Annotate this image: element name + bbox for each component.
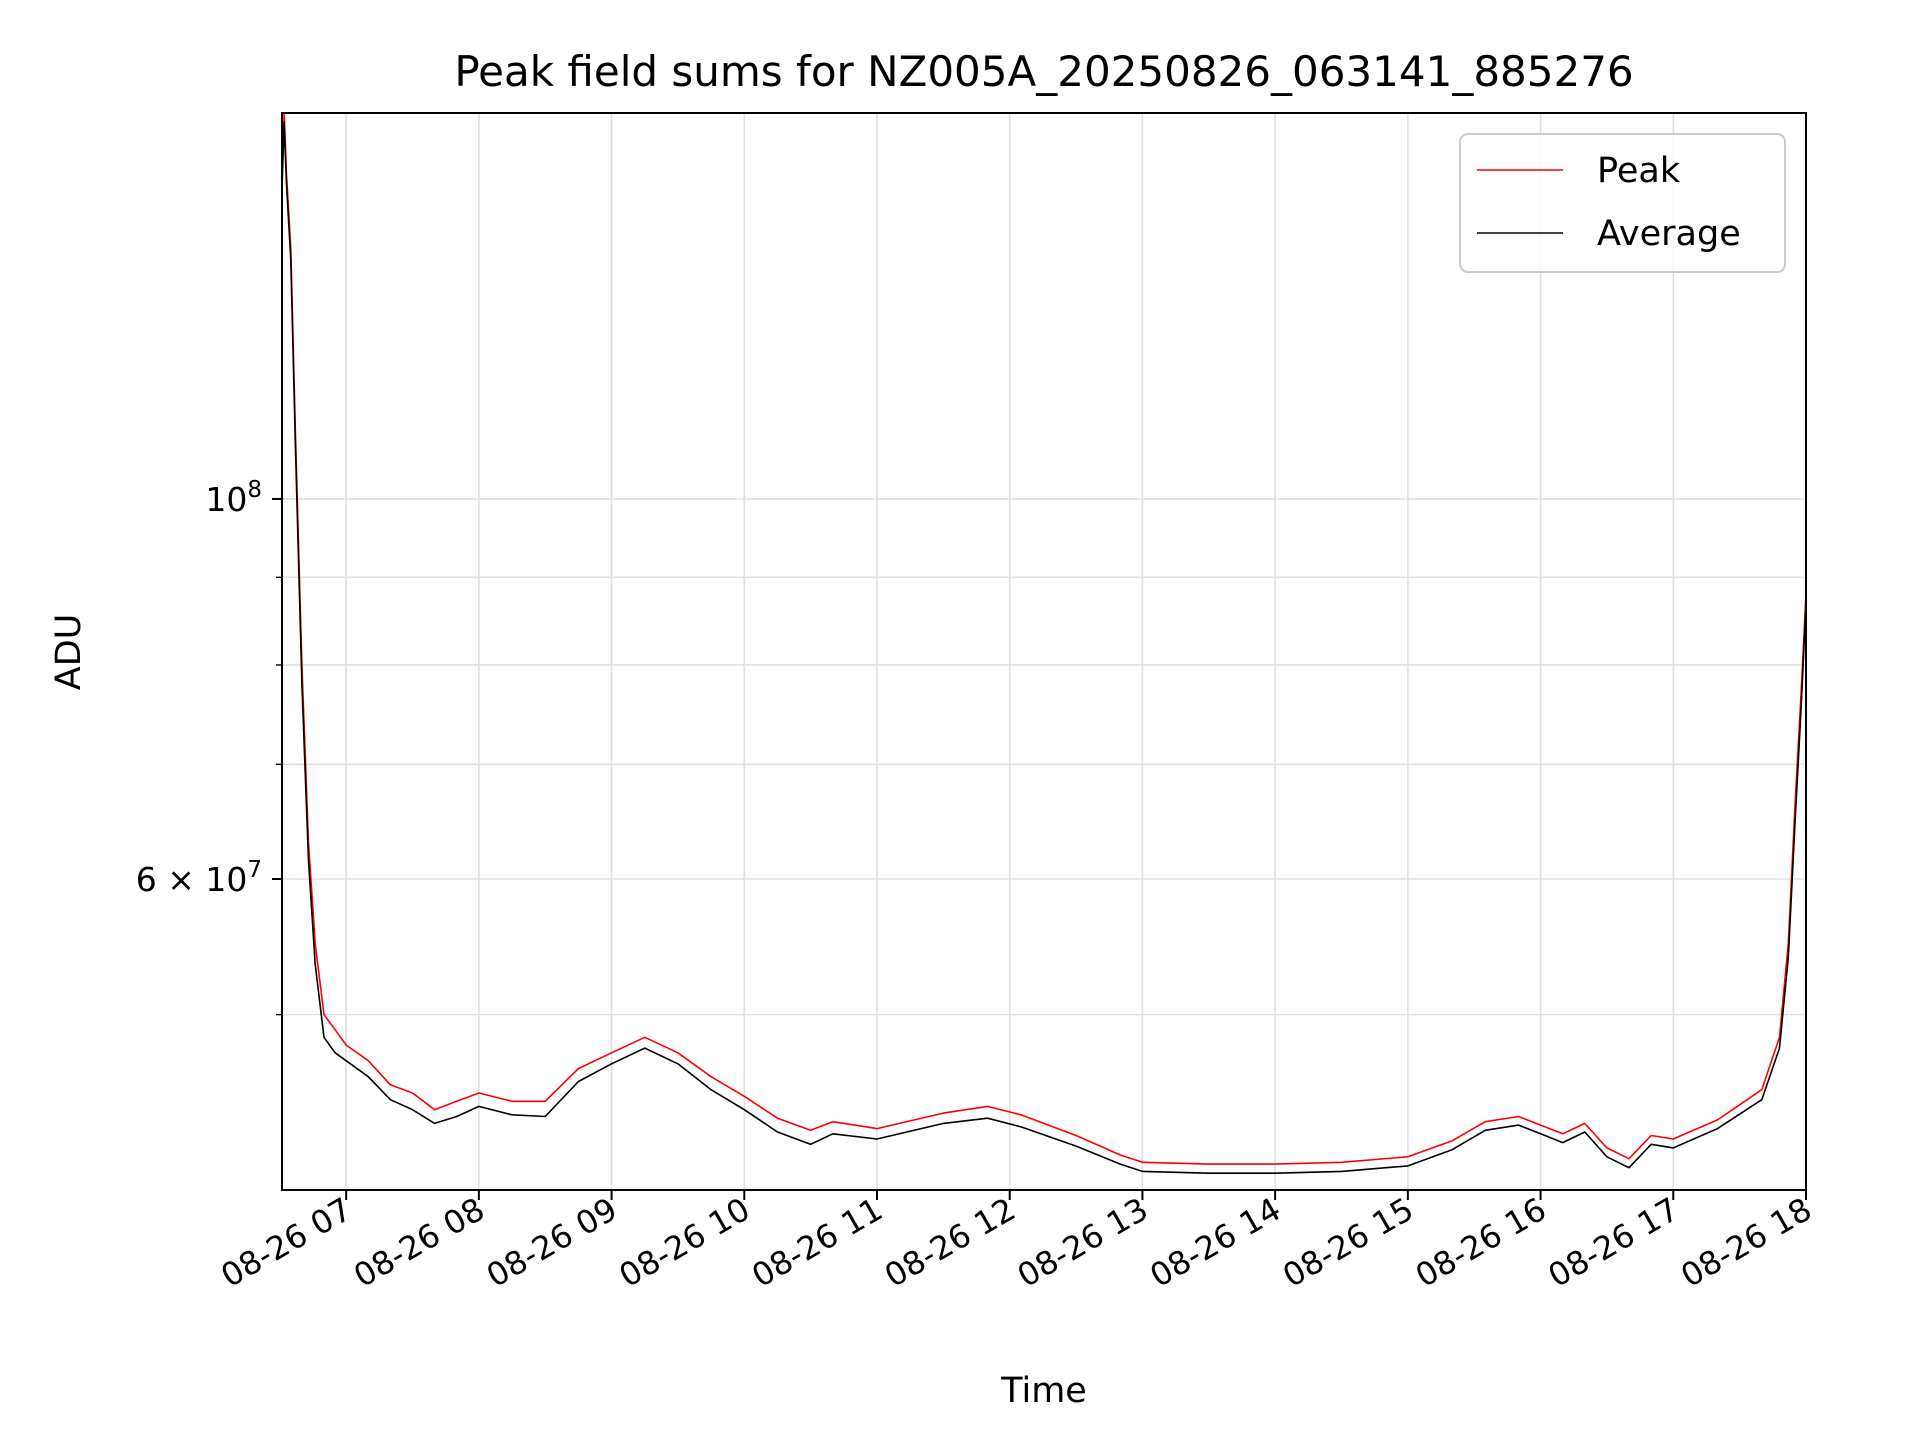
legend: Peak Average [1459,133,1786,273]
axes-frame [281,112,1807,1191]
series-line-average [282,121,1806,1174]
y-tick-label: 6 × 107 [136,857,262,899]
legend-label-average: Average [1597,214,1741,254]
y-tick-label: 108 [205,477,262,519]
chart-title: Peak field sums for NZ005A_20250826_0631… [454,47,1633,96]
legend-box [1459,133,1786,273]
y-axis-label: ADU [49,614,89,691]
grid [282,113,1807,1190]
x-axis-label: Time [1000,1371,1087,1411]
legend-label-peak: Peak [1597,151,1681,191]
series-line-peak [282,113,1806,1165]
plot-area [282,113,1806,1174]
